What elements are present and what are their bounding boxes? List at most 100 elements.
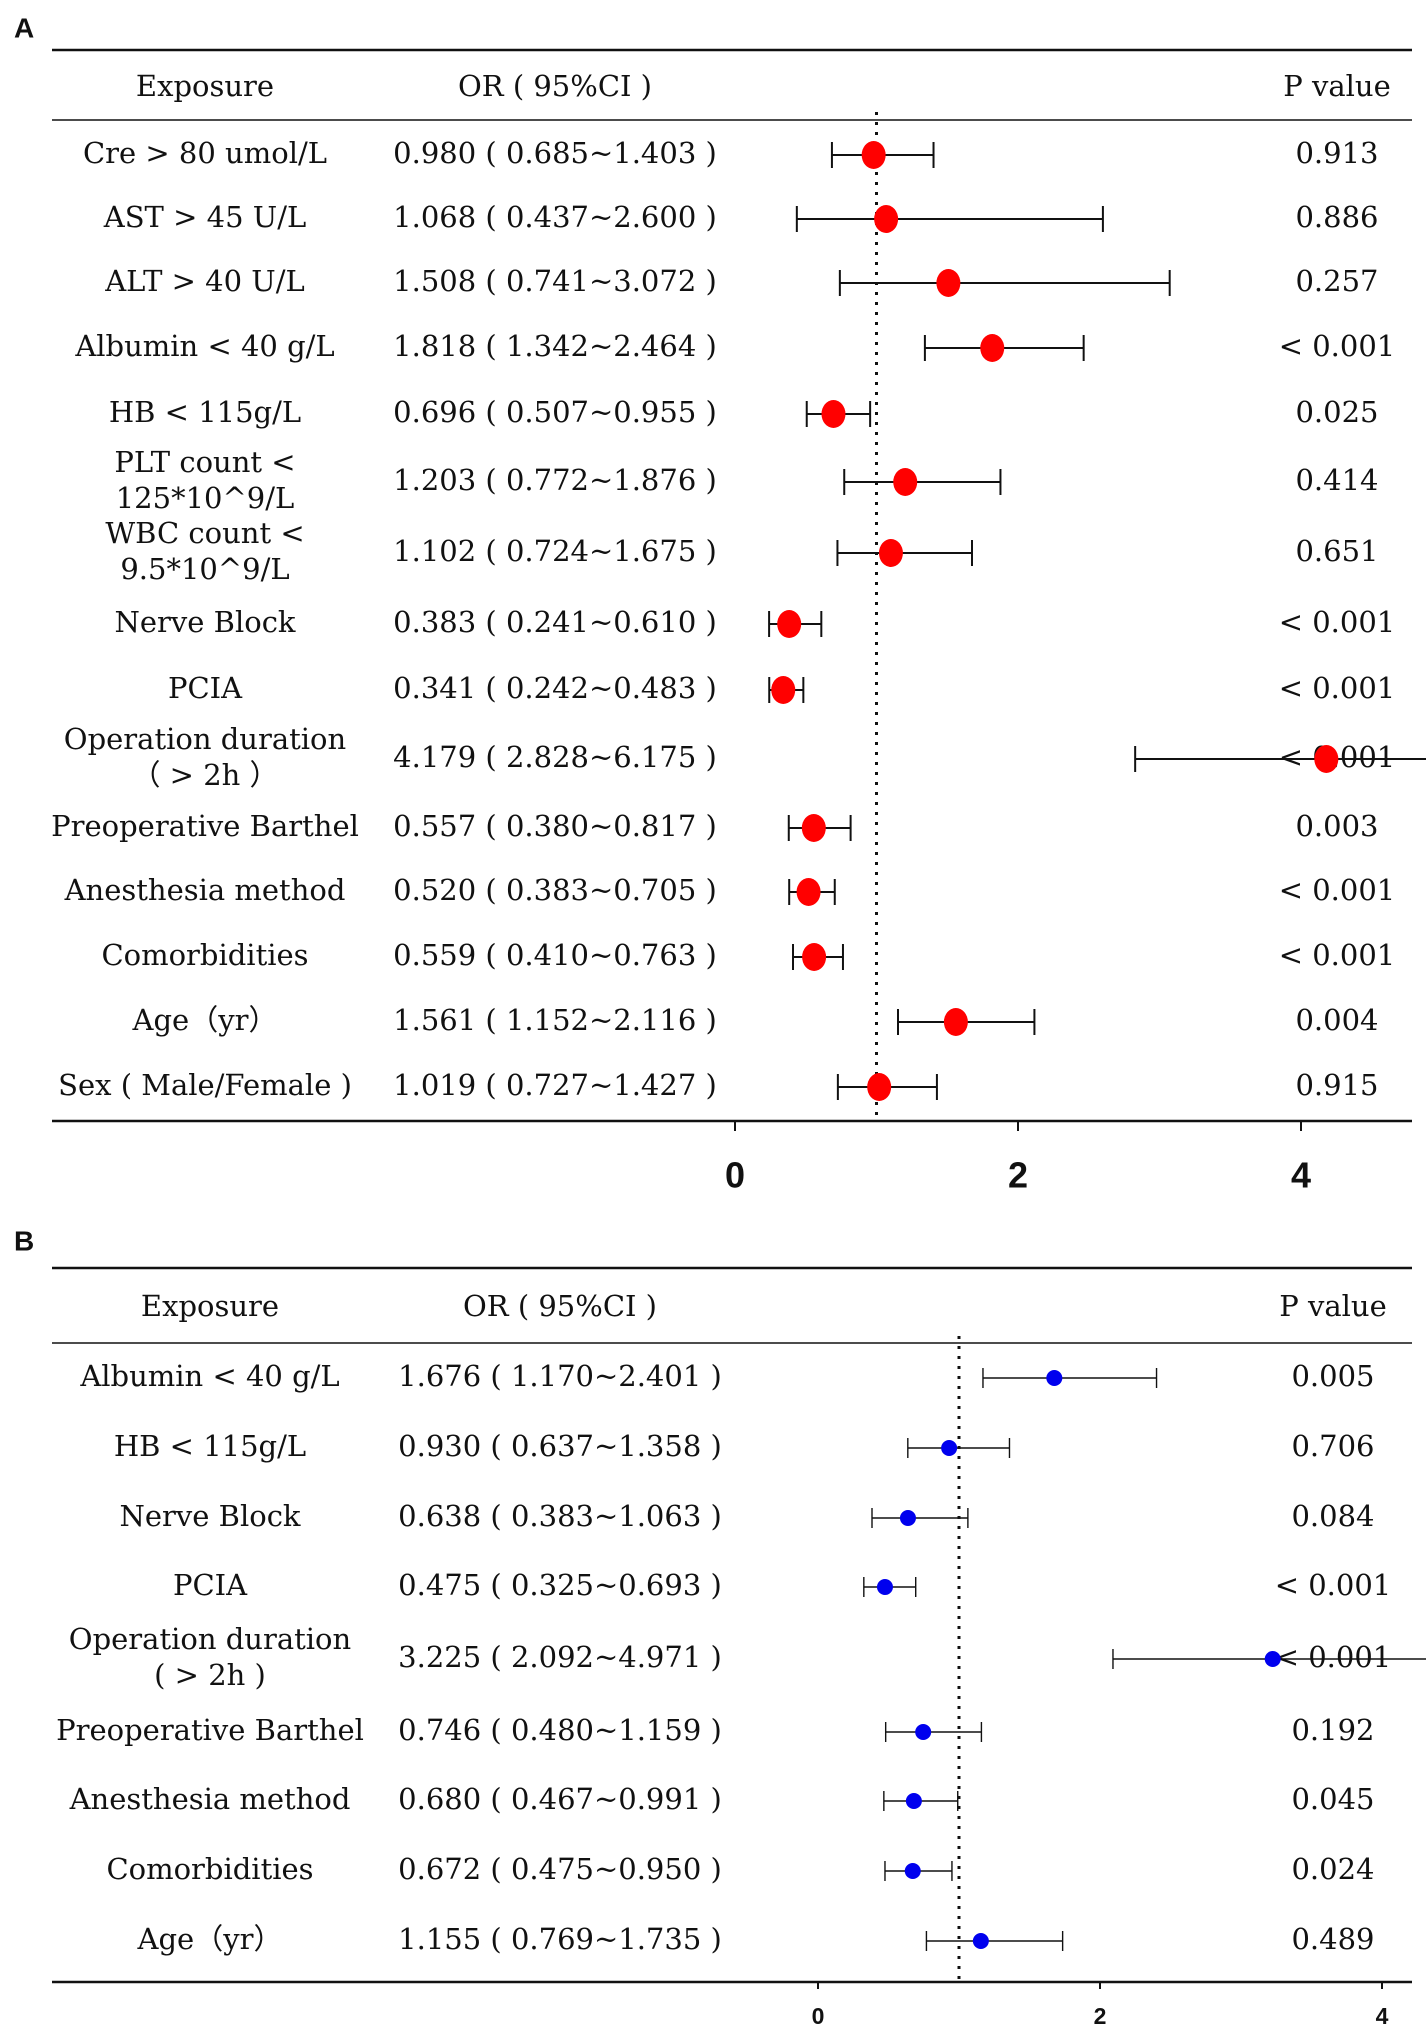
- or-ci-header: OR ( 95%CI ): [463, 1289, 657, 1323]
- p-value: 0.886: [1295, 200, 1378, 234]
- or-ci-value: 1.676 ( 1.170~2.401 ): [398, 1359, 722, 1393]
- p-value: 0.084: [1291, 1499, 1374, 1533]
- table-row: HB < 115g/L 0.696 ( 0.507~0.955 ) 0.025: [109, 395, 1379, 429]
- exposure-label: Cre > 80 umol/L: [83, 136, 327, 170]
- exposure-label: Preoperative Barthel: [51, 809, 359, 843]
- table-row: PCIA 0.475 ( 0.325~0.693 ) < 0.001: [173, 1568, 1391, 1602]
- table-row: PLT count <125*10^9/L 1.203 ( 0.772~1.876…: [114, 445, 1378, 515]
- table-row: Preoperative Barthel 0.557 ( 0.380~0.817 …: [51, 809, 1378, 843]
- or-point: [893, 468, 918, 496]
- or-ci-value: 1.068 ( 0.437~2.600 ): [393, 200, 717, 234]
- or-point: [821, 400, 846, 428]
- table-row: WBC count <9.5*10^9/L 1.102 ( 0.724~1.675…: [105, 516, 1378, 586]
- table-row: Anesthesia method 0.520 ( 0.383~0.705 ) < …: [64, 873, 1396, 907]
- p-value: 0.651: [1295, 534, 1378, 568]
- or-point: [941, 1440, 958, 1456]
- exposure-label: ( > 2h ): [154, 1658, 266, 1692]
- exposure-label: Nerve Block: [119, 1499, 300, 1533]
- exposure-label: Anesthesia method: [69, 1782, 351, 1816]
- x-tick-label: 2: [1008, 1155, 1028, 1196]
- or-ci-value: 3.225 ( 2.092~4.971 ): [398, 1640, 722, 1674]
- p-value: 0.414: [1295, 463, 1378, 497]
- or-point: [861, 141, 886, 169]
- p-value: 0.257: [1295, 264, 1378, 298]
- table-row: ALT > 40 U/L 1.508 ( 0.741~3.072 ) 0.257: [104, 264, 1378, 298]
- or-point: [980, 334, 1005, 362]
- exposure-label: HB < 115g/L: [114, 1429, 306, 1463]
- exposure-label: Operation duration: [69, 1622, 351, 1656]
- exposure-label: Age（yr）: [137, 1922, 283, 1956]
- p-value: 0.004: [1295, 1003, 1378, 1037]
- or-point: [899, 1510, 916, 1526]
- exposure-label: Albumin < 40 g/L: [74, 329, 334, 363]
- p-value: 0.192: [1291, 1713, 1374, 1747]
- or-point: [915, 1724, 932, 1740]
- exposure-label: WBC count <: [105, 516, 304, 550]
- x-tick-label: 4: [1376, 2003, 1389, 2029]
- or-point: [943, 1008, 968, 1036]
- exposure-header: Exposure: [136, 69, 274, 103]
- table-row: Comorbidities 0.559 ( 0.410~0.763 ) < 0.00…: [101, 938, 1395, 972]
- or-ci-value: 0.680 ( 0.467~0.991 ): [398, 1782, 722, 1816]
- p-value: 0.706: [1291, 1429, 1374, 1463]
- panel-label: B: [14, 1225, 34, 1256]
- exposure-label: 9.5*10^9/L: [120, 552, 289, 586]
- table-row: Operation duration( > 2h ) 3.225 ( 2.092~…: [69, 1622, 1426, 1692]
- or-ci-value: 0.930 ( 0.637~1.358 ): [398, 1429, 722, 1463]
- exposure-label: PCIA: [173, 1568, 248, 1602]
- table-row: Comorbidities 0.672 ( 0.475~0.950 ) 0.024: [106, 1852, 1374, 1886]
- exposure-label: Age（yr）: [132, 1003, 278, 1037]
- or-ci-header: OR ( 95%CI ): [458, 69, 652, 103]
- p-value: 0.024: [1291, 1852, 1374, 1886]
- or-point: [905, 1793, 922, 1809]
- or-ci-value: 1.818 ( 1.342~2.464 ): [393, 329, 717, 363]
- p-value: < 0.001: [1279, 605, 1396, 639]
- x-tick-label: 4: [1291, 1155, 1311, 1196]
- x-tick-label: 0: [725, 1155, 745, 1196]
- table-row: Age（yr） 1.155 ( 0.769~1.735 ) 0.489: [137, 1922, 1375, 1956]
- p-value: 0.045: [1291, 1782, 1374, 1816]
- exposure-label: Nerve Block: [114, 605, 295, 639]
- exposure-label: Albumin < 40 g/L: [79, 1359, 339, 1393]
- exposure-label: PLT count <: [114, 445, 295, 479]
- or-ci-value: 1.203 ( 0.772~1.876 ): [393, 463, 717, 497]
- exposure-header: Exposure: [141, 1289, 279, 1323]
- panel-b: B Exposure OR ( 95%CI ) P value Albumin < 40…: [14, 1225, 1426, 2029]
- table-row: Age（yr） 1.561 ( 1.152~2.116 ) 0.004: [132, 1003, 1379, 1037]
- exposure-label: Comorbidities: [101, 938, 308, 972]
- or-ci-value: 0.520 ( 0.383~0.705 ): [393, 873, 717, 907]
- or-ci-value: 1.561 ( 1.152~2.116 ): [393, 1003, 717, 1037]
- or-point: [796, 878, 821, 906]
- x-axis: 02468: [725, 1121, 1311, 1196]
- or-ci-value: 0.638 ( 0.383~1.063 ): [398, 1499, 722, 1533]
- table-row: Nerve Block 0.638 ( 0.383~1.063 ) 0.084: [119, 1499, 1374, 1533]
- p-value: 0.915: [1295, 1068, 1378, 1102]
- table-row: Sex ( Male/Female ) 1.019 ( 0.727~1.427 )…: [58, 1068, 1378, 1102]
- p-value: < 0.001: [1279, 938, 1396, 972]
- table-row: PCIA 0.341 ( 0.242~0.483 ) < 0.001: [168, 671, 1395, 705]
- or-ci-value: 1.508 ( 0.741~3.072 ): [393, 264, 717, 298]
- p-value: 0.025: [1295, 395, 1378, 429]
- or-ci-value: 0.475 ( 0.325~0.693 ): [398, 1568, 722, 1602]
- or-ci-value: 0.341 ( 0.242~0.483 ): [393, 671, 717, 705]
- x-axis: 0246: [812, 1982, 1389, 2029]
- or-point: [771, 676, 796, 704]
- table-row: Cre > 80 umol/L 0.980 ( 0.685~1.403 ) 0.91…: [83, 136, 1379, 170]
- table-row: Albumin < 40 g/L 1.818 ( 1.342~2.464 ) < 0…: [74, 329, 1395, 363]
- x-tick-label: 0: [812, 2003, 825, 2029]
- or-point: [874, 205, 899, 233]
- table-row: Operation duration（ > 2h ） 4.179 ( 2.828~…: [64, 722, 1426, 792]
- exposure-label: ALT > 40 U/L: [104, 264, 305, 298]
- or-ci-value: 4.179 ( 2.828~6.175 ): [393, 740, 717, 774]
- or-ci-value: 1.155 ( 0.769~1.735 ): [398, 1922, 722, 1956]
- p-value: 0.005: [1291, 1359, 1374, 1393]
- or-point: [777, 610, 802, 638]
- or-ci-value: 0.557 ( 0.380~0.817 ): [393, 809, 717, 843]
- exposure-label: Anesthesia method: [64, 873, 346, 907]
- or-ci-value: 0.980 ( 0.685~1.403 ): [393, 136, 717, 170]
- or-ci-value: 1.102 ( 0.724~1.675 ): [393, 534, 717, 568]
- or-point: [801, 814, 826, 842]
- exposure-label: HB < 115g/L: [109, 395, 301, 429]
- or-ci-value: 0.383 ( 0.241~0.610 ): [393, 605, 717, 639]
